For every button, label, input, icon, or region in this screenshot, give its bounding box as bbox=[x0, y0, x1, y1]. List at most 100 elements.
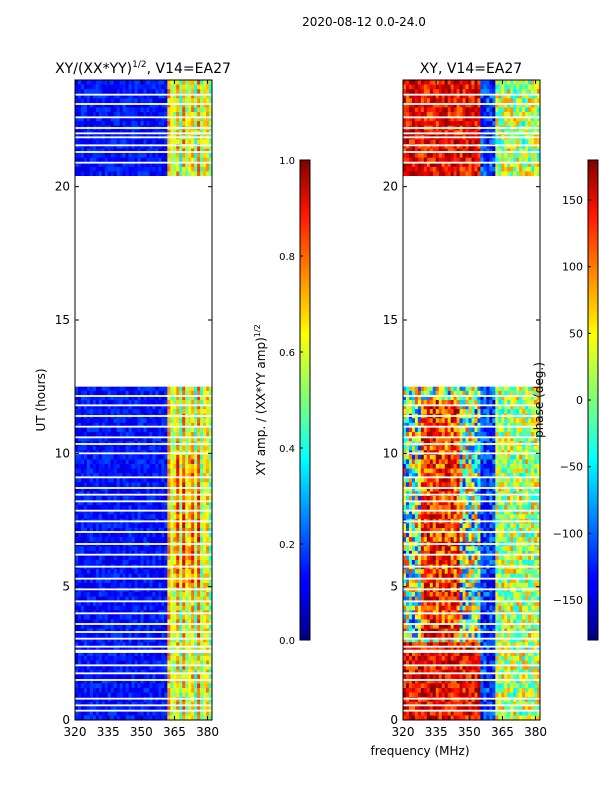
heatmap-cell bbox=[176, 560, 179, 565]
heatmap-cell bbox=[132, 583, 135, 588]
heatmap-cell bbox=[114, 555, 117, 560]
heatmap-cell bbox=[155, 107, 158, 112]
heatmap-cell bbox=[158, 615, 161, 620]
heatmap-cell bbox=[114, 711, 117, 716]
flagged-row bbox=[75, 566, 212, 568]
heatmap-cell bbox=[152, 418, 155, 423]
heatmap-cell bbox=[78, 523, 81, 528]
heatmap-cell bbox=[117, 139, 120, 144]
heatmap-cell bbox=[105, 533, 108, 538]
heatmap-cell bbox=[90, 674, 93, 679]
heatmap-cell bbox=[170, 505, 173, 510]
heatmap-cell bbox=[451, 121, 454, 126]
heatmap-cell bbox=[117, 537, 120, 542]
heatmap-cell bbox=[203, 112, 206, 117]
heatmap-cell bbox=[191, 656, 194, 661]
heatmap-cell bbox=[474, 80, 477, 85]
flagged-row bbox=[75, 426, 212, 428]
heatmap-cell bbox=[164, 633, 167, 638]
heatmap-cell bbox=[170, 409, 173, 414]
heatmap-cell bbox=[206, 482, 209, 487]
heatmap-cell bbox=[135, 478, 138, 483]
heatmap-cell bbox=[197, 514, 200, 519]
heatmap-cell bbox=[206, 446, 209, 451]
heatmap-cell bbox=[138, 98, 141, 103]
heatmap-cell bbox=[149, 711, 152, 716]
heatmap-cell bbox=[120, 85, 123, 90]
heatmap-cell bbox=[123, 171, 126, 176]
heatmap-cell bbox=[123, 496, 126, 501]
heatmap-cell bbox=[102, 446, 105, 451]
heatmap-cell bbox=[117, 693, 120, 698]
heatmap-cell bbox=[99, 107, 102, 112]
heatmap-cell bbox=[102, 656, 105, 661]
heatmap-cell bbox=[87, 537, 90, 542]
heatmap-cell bbox=[129, 89, 132, 94]
heatmap-cell bbox=[105, 121, 108, 126]
heatmap-cell bbox=[164, 455, 167, 460]
heatmap-cell bbox=[84, 560, 87, 565]
heatmap-cell bbox=[75, 80, 78, 85]
heatmap-cell bbox=[507, 121, 510, 126]
heatmap-cell bbox=[129, 478, 132, 483]
heatmap-cell bbox=[197, 386, 200, 391]
heatmap-cell bbox=[188, 469, 191, 474]
heatmap-cell bbox=[144, 400, 147, 405]
heatmap-cell bbox=[188, 432, 191, 437]
heatmap-cell bbox=[194, 418, 197, 423]
heatmap-cell bbox=[164, 446, 167, 451]
heatmap-cell bbox=[132, 107, 135, 112]
heatmap-cell bbox=[463, 80, 466, 85]
heatmap-cell bbox=[152, 98, 155, 103]
heatmap-cell bbox=[176, 514, 179, 519]
heatmap-cell bbox=[123, 455, 126, 460]
heatmap-cell bbox=[135, 537, 138, 542]
heatmap-cell bbox=[197, 569, 200, 574]
heatmap-cell bbox=[206, 656, 209, 661]
heatmap-cell bbox=[424, 89, 427, 94]
heatmap-cell bbox=[158, 693, 161, 698]
heatmap-cell bbox=[138, 560, 141, 565]
heatmap-cell bbox=[117, 592, 120, 597]
heatmap-cell bbox=[179, 446, 182, 451]
heatmap-cell bbox=[111, 674, 114, 679]
heatmap-cell bbox=[182, 469, 185, 474]
heatmap-cell bbox=[188, 478, 191, 483]
heatmap-cell bbox=[141, 546, 144, 551]
heatmap-cell bbox=[114, 432, 117, 437]
heatmap-cell bbox=[164, 688, 167, 693]
heatmap-cell bbox=[173, 555, 176, 560]
heatmap-cell bbox=[102, 583, 105, 588]
heatmap-cell bbox=[132, 409, 135, 414]
heatmap-cell bbox=[200, 482, 203, 487]
heatmap-cell bbox=[108, 446, 111, 451]
heatmap-cell bbox=[108, 427, 111, 432]
heatmap-cell bbox=[457, 80, 460, 85]
heatmap-cell bbox=[152, 400, 155, 405]
heatmap-cell bbox=[200, 418, 203, 423]
heatmap-cell bbox=[152, 505, 155, 510]
x-tick-label: 335 bbox=[97, 725, 120, 739]
heatmap-cell bbox=[108, 432, 111, 437]
heatmap-cell bbox=[152, 711, 155, 716]
heatmap-cell bbox=[87, 121, 90, 126]
heatmap-cell bbox=[188, 583, 191, 588]
heatmap-cell bbox=[197, 674, 200, 679]
heatmap-cell bbox=[167, 446, 170, 451]
heatmap-cell bbox=[451, 80, 454, 85]
heatmap-cell bbox=[167, 533, 170, 538]
heatmap-cell bbox=[126, 121, 129, 126]
heatmap-cell bbox=[158, 418, 161, 423]
heatmap-cell bbox=[141, 592, 144, 597]
heatmap-cell bbox=[135, 400, 138, 405]
heatmap-cell bbox=[138, 693, 141, 698]
heatmap-cell bbox=[114, 171, 117, 176]
heatmap-cell bbox=[129, 711, 132, 716]
heatmap-cell bbox=[75, 107, 78, 112]
heatmap-cell bbox=[486, 80, 489, 85]
heatmap-cell bbox=[146, 523, 149, 528]
heatmap-cell bbox=[141, 615, 144, 620]
heatmap-cell bbox=[191, 688, 194, 693]
heatmap-cell bbox=[522, 112, 525, 117]
heatmap-cell bbox=[99, 121, 102, 126]
